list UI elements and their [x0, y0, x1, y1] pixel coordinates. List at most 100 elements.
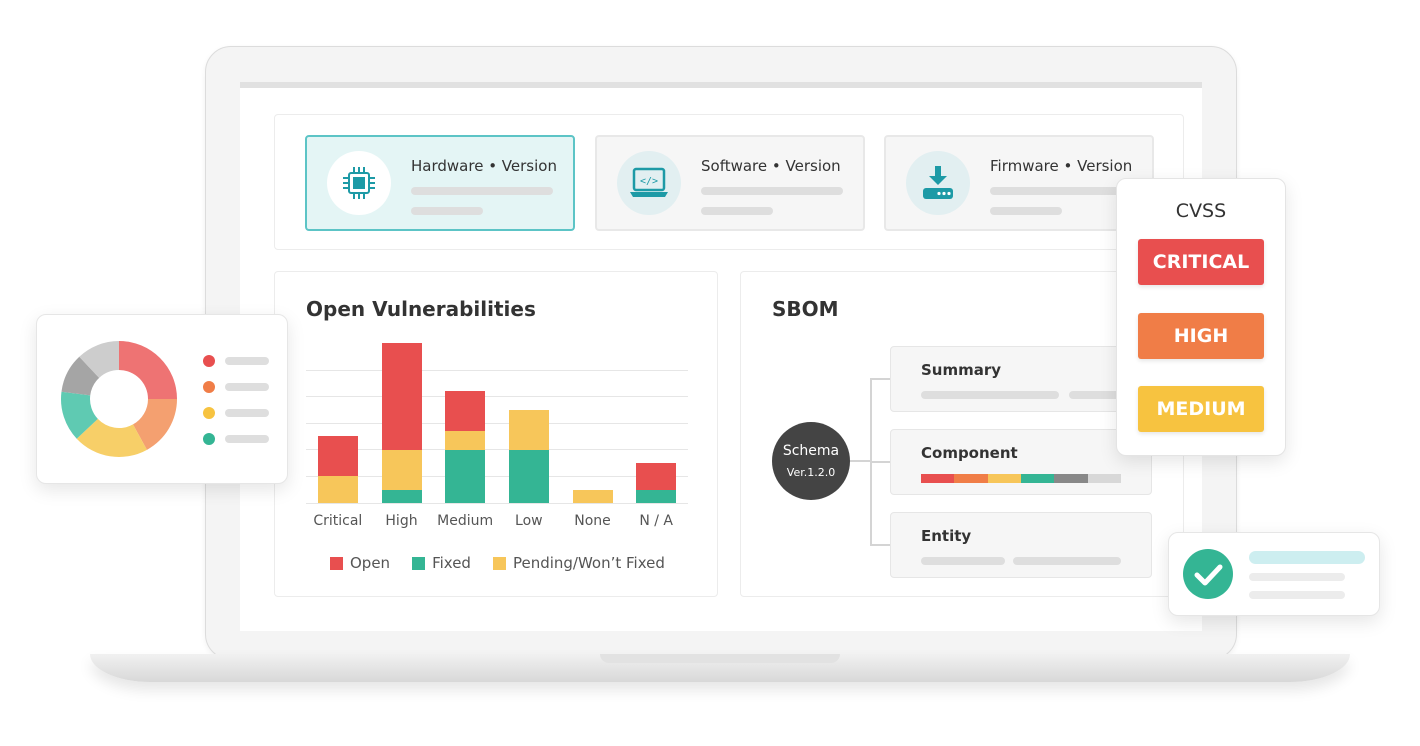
chart-gridline	[306, 503, 688, 504]
donut-segment	[132, 399, 177, 450]
placeholder-line	[225, 383, 269, 391]
category-label: Medium	[437, 513, 494, 529]
svg-text:</>: </>	[640, 176, 658, 187]
vulnerabilities-panel	[274, 271, 718, 597]
legend-label-pending: Pending/Won’t Fixed	[512, 554, 665, 572]
placeholder-line	[990, 207, 1062, 215]
donut-segment	[79, 341, 119, 378]
bar-segment-low-pendingwontfixed	[508, 409, 549, 450]
schema-node[interactable]: Schema Ver.1.2.0	[772, 422, 850, 500]
donut-segment	[61, 391, 98, 439]
placeholder-line	[921, 391, 1059, 399]
legend-dot-orange	[203, 381, 215, 393]
cvss-card: CVSS CRITICAL HIGH MEDIUM	[1116, 178, 1286, 456]
placeholder-line	[701, 207, 773, 215]
laptop-notch	[600, 654, 840, 663]
chart-gridline	[306, 476, 688, 477]
bar-segment-high-open	[381, 343, 422, 450]
legend-dot-red	[203, 355, 215, 367]
bar-segment-na-fixed	[636, 489, 677, 503]
legend-swatch-fixed	[412, 556, 426, 570]
bar-segment-medium-fixed	[445, 449, 486, 503]
category-label: Low	[515, 513, 543, 529]
software-version-title: Software • Version	[701, 157, 841, 175]
hardware-version-title: Hardware • Version	[411, 157, 557, 175]
sbom-node-summary[interactable]: Summary	[890, 346, 1152, 412]
component-bar-segment	[921, 474, 955, 483]
chart-gridline	[306, 449, 688, 450]
bar-segment-medium-open	[445, 391, 486, 431]
placeholder-line	[225, 409, 269, 417]
donut-segment	[119, 341, 177, 399]
cvss-critical-badge[interactable]: CRITICAL	[1138, 239, 1264, 285]
component-label: Component	[921, 444, 1018, 462]
sbom-node-component[interactable]: Component	[890, 429, 1152, 495]
component-bar-segment	[1054, 474, 1088, 483]
legend-swatch-pending	[492, 556, 506, 570]
cvss-medium-badge[interactable]: MEDIUM	[1138, 386, 1264, 432]
placeholder-line	[225, 435, 269, 443]
bar-segment-high-pendingwontfixed	[381, 449, 422, 490]
status-check-card	[1168, 532, 1380, 616]
legend-label-open: Open	[350, 554, 391, 572]
chart-gridline	[306, 423, 688, 424]
schema-version: Ver.1.2.0	[786, 466, 836, 479]
bar-segment-medium-pendingwontfixed	[445, 431, 486, 450]
category-label: None	[574, 513, 611, 529]
placeholder-line	[921, 557, 1005, 565]
category-label: Critical	[313, 513, 363, 529]
tree-connector	[870, 378, 890, 380]
component-bar-segment	[1087, 474, 1121, 483]
donut-segment	[61, 356, 100, 396]
bar-segment-none-pendingwontfixed	[572, 489, 613, 503]
donut-chart	[59, 339, 179, 459]
check-circle-icon	[1183, 549, 1233, 599]
placeholder-line-highlight	[1249, 551, 1365, 564]
tree-connector	[870, 544, 890, 546]
software-version-tile[interactable]: </> Software • Version	[595, 135, 865, 231]
placeholder-line	[1249, 591, 1345, 599]
chart-gridline	[306, 370, 688, 371]
donut-chart-card	[36, 314, 288, 484]
chart-gridline	[306, 396, 688, 397]
placeholder-line	[1069, 391, 1129, 399]
placeholder-line	[411, 187, 553, 195]
chart-legend: Open Fixed Pending/Won’t Fixed	[330, 554, 665, 572]
laptop-code-icon: </>	[617, 151, 681, 215]
sbom-node-entity[interactable]: Entity	[890, 512, 1152, 578]
vulnerabilities-title: Open Vulnerabilities	[306, 297, 536, 321]
component-color-bar	[921, 474, 1121, 483]
summary-label: Summary	[921, 361, 1002, 379]
chip-icon	[327, 151, 391, 215]
placeholder-line	[990, 187, 1132, 195]
placeholder-line	[225, 357, 269, 365]
bar-segment-critical-open	[317, 436, 358, 477]
bar-segment-na-open	[636, 463, 677, 490]
component-bar-segment	[954, 474, 988, 483]
firmware-version-tile[interactable]: Firmware • Version	[884, 135, 1154, 231]
bar-segment-critical-pendingwontfixed	[317, 476, 358, 503]
legend-swatch-open	[330, 556, 343, 570]
tree-connector	[850, 460, 870, 462]
component-bar-segment	[1020, 474, 1055, 483]
placeholder-line	[701, 187, 843, 195]
placeholder-line	[411, 207, 483, 215]
component-bar-segment	[987, 474, 1021, 483]
cvss-title: CVSS	[1175, 200, 1227, 222]
cvss-high-badge[interactable]: HIGH	[1138, 313, 1264, 359]
legend-dot-yellow	[203, 407, 215, 419]
firmware-version-title: Firmware • Version	[990, 157, 1133, 175]
sbom-title: SBOM	[772, 297, 839, 321]
category-label: N / A	[639, 513, 673, 529]
legend-label-fixed: Fixed	[432, 554, 471, 572]
category-label: High	[385, 513, 418, 529]
placeholder-line	[1013, 557, 1121, 565]
tree-connector	[870, 461, 890, 463]
placeholder-line	[1249, 573, 1345, 581]
schema-label: Schema	[782, 443, 840, 459]
hardware-version-tile[interactable]: Hardware • Version	[305, 135, 575, 231]
entity-label: Entity	[921, 527, 972, 545]
legend-dot-green	[203, 433, 215, 445]
bar-segment-high-fixed	[381, 489, 422, 503]
donut-segment	[76, 418, 147, 457]
